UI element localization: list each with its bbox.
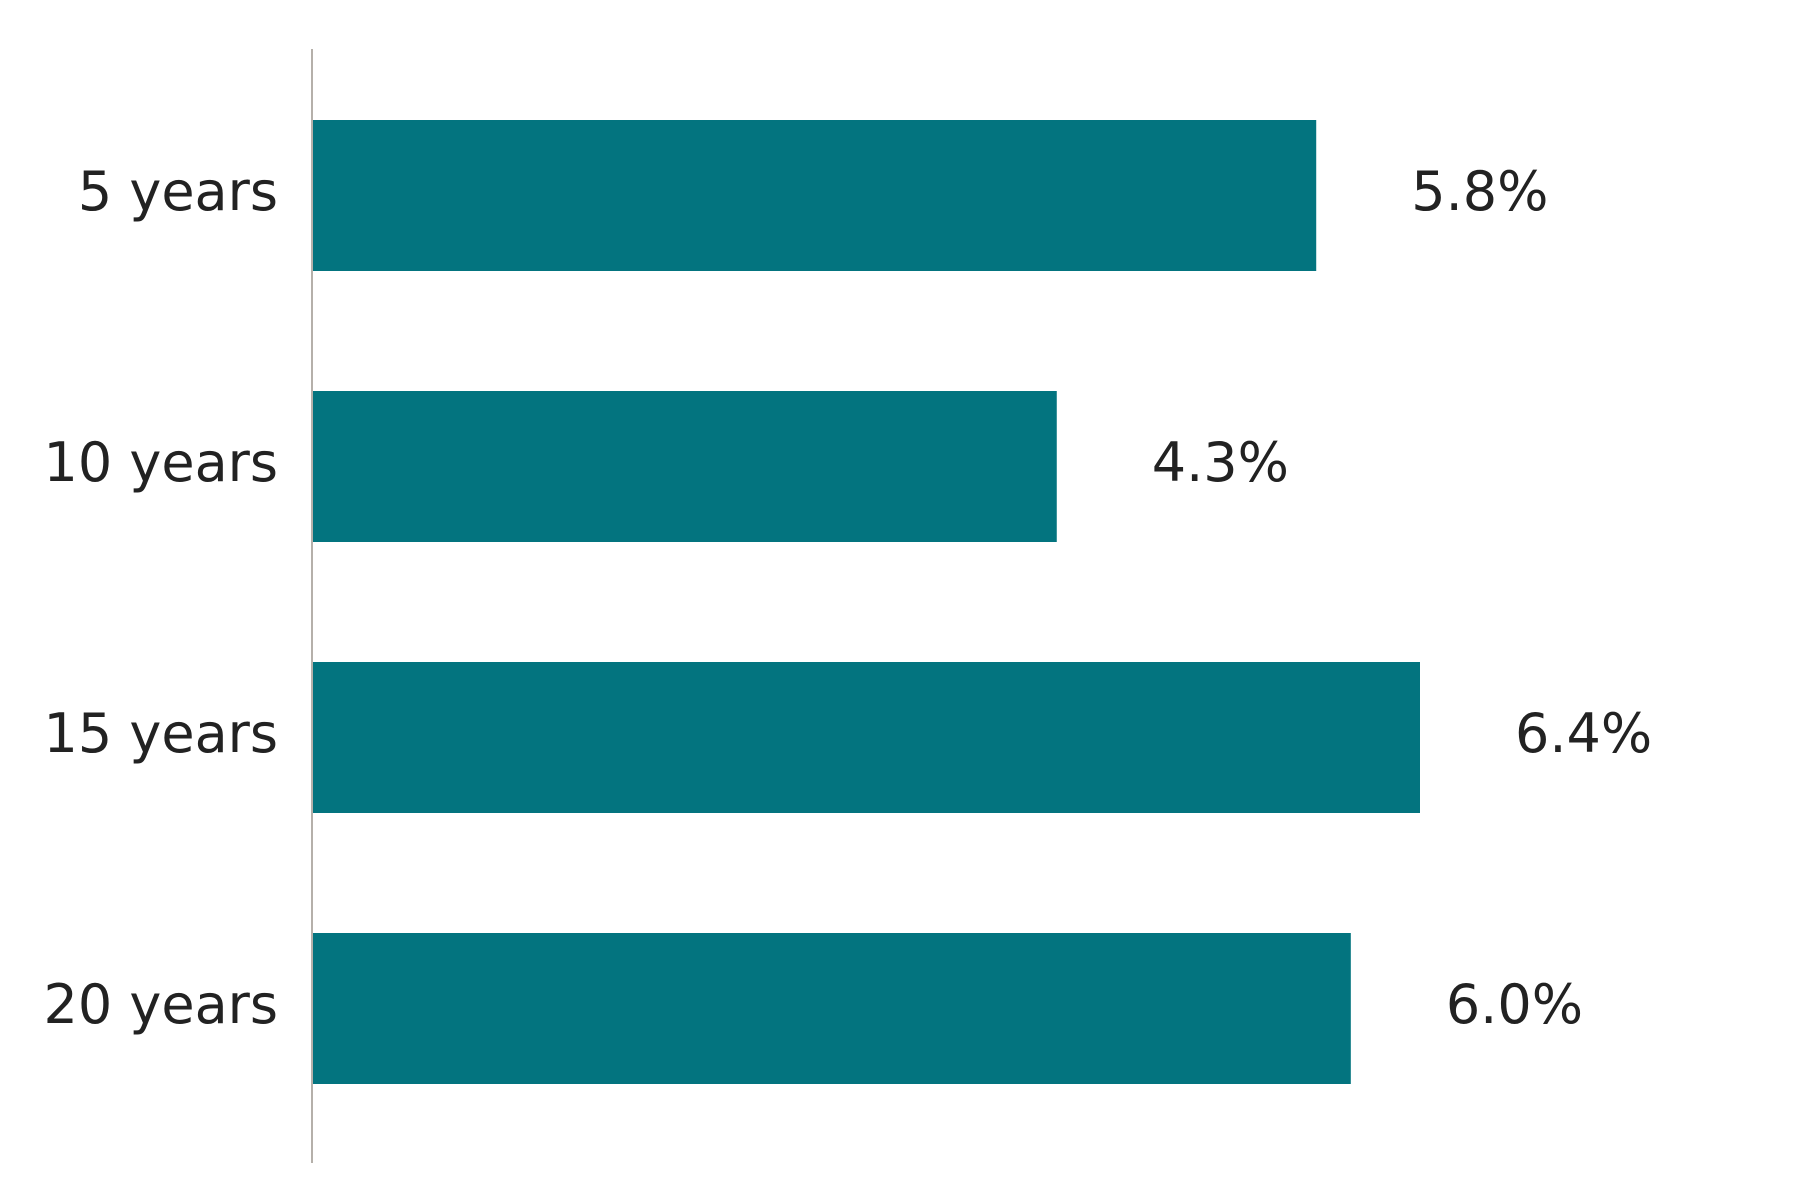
bar [313, 933, 1351, 1084]
y-tick-label: 15 years [44, 702, 278, 765]
y-tick-label: 20 years [44, 973, 278, 1036]
y-tick-label: 5 years [78, 160, 278, 223]
value-label: 6.4% [1515, 702, 1652, 765]
value-label: 6.0% [1446, 973, 1583, 1036]
value-label: 4.3% [1152, 431, 1289, 494]
y-tick-label: 10 years [44, 431, 278, 494]
bar [313, 120, 1317, 271]
value-label: 5.8% [1411, 160, 1548, 223]
bar [313, 391, 1057, 542]
bar [313, 662, 1420, 813]
